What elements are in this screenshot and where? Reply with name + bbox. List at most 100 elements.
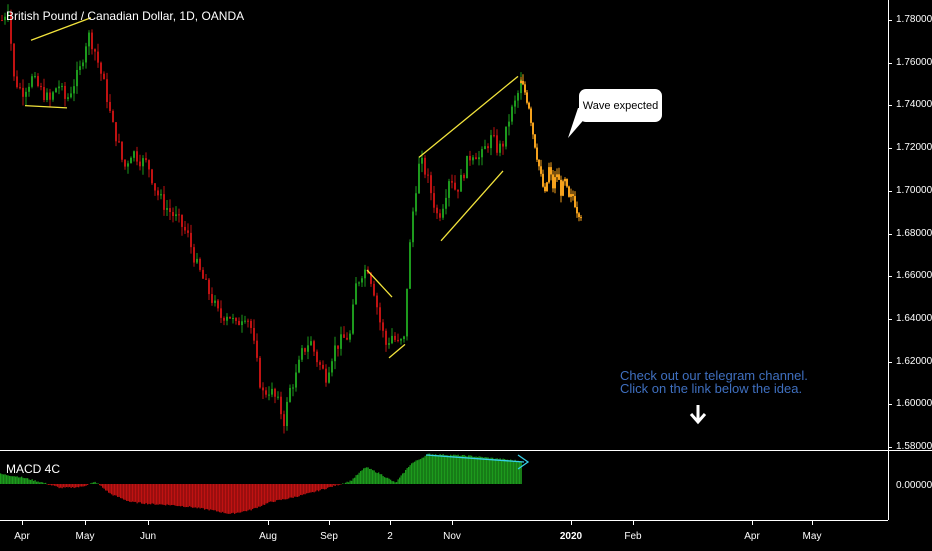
candle-body [28, 87, 30, 92]
macd-bar [29, 480, 30, 484]
macd-bar [83, 484, 84, 486]
projection-candle [554, 171, 556, 193]
candle-body [34, 76, 36, 77]
wave-expected-bubble[interactable]: Wave expected [579, 89, 662, 122]
x-tick-mark [148, 521, 149, 525]
candle-body [16, 76, 18, 87]
candle [487, 143, 489, 152]
y-tick-label: 1.70000 [896, 185, 932, 196]
candle-body [283, 414, 285, 426]
macd-bar [243, 484, 244, 511]
projection-candle [538, 159, 540, 170]
projection-candle [550, 162, 552, 180]
candle-body [157, 190, 159, 195]
macd-bar [179, 484, 180, 506]
candle-body [505, 127, 507, 147]
macd-bar [162, 484, 163, 505]
macd-bar [45, 483, 46, 484]
candle-body [334, 345, 336, 361]
macd-bar [515, 460, 516, 484]
macd-bar [360, 471, 361, 484]
candle-body [349, 334, 351, 340]
candle-body [55, 88, 57, 92]
y-tick-label: 1.58000 [896, 441, 932, 452]
candle-body [160, 194, 162, 195]
y-tick-mark [888, 63, 892, 64]
candle [199, 257, 201, 271]
macd-bar [429, 454, 430, 484]
macd-bar [2, 474, 3, 484]
candle-body [484, 146, 486, 149]
macd-bar [93, 482, 94, 484]
macd-bar [171, 484, 172, 505]
macd-bar [8, 475, 9, 484]
candle-body [496, 135, 498, 152]
candle-body [151, 169, 153, 183]
candle [250, 319, 252, 334]
macd-bar [504, 459, 505, 484]
macd-bar [96, 483, 97, 484]
macd-bar [458, 455, 459, 484]
candle-body [403, 336, 405, 339]
candle [88, 30, 90, 55]
macd-bar [201, 484, 202, 508]
candle [484, 140, 486, 149]
candle [400, 338, 402, 345]
x-tick-mark [268, 521, 269, 525]
macd-bar [395, 482, 396, 484]
macd-bar [65, 484, 66, 488]
macd-bar [462, 455, 463, 484]
macd-bar [384, 477, 385, 484]
pattern-line[interactable] [25, 106, 67, 108]
macd-bar [477, 457, 478, 484]
candle [208, 278, 210, 300]
candle-body [94, 49, 96, 51]
macd-bar [405, 470, 406, 484]
candle [223, 316, 225, 325]
candle [406, 289, 408, 341]
macd-bar [137, 484, 138, 503]
macd-bar [36, 482, 37, 484]
macd-bar [84, 484, 85, 486]
pattern-line[interactable] [441, 171, 503, 241]
macd-bar [521, 461, 522, 484]
macd-bar [138, 484, 139, 502]
pane-separator[interactable] [0, 450, 932, 451]
candle [19, 83, 21, 90]
candle-body [64, 86, 66, 99]
candle [169, 199, 171, 220]
macd-bar [482, 457, 483, 484]
candle [241, 315, 243, 333]
x-tick-label: Nov [443, 531, 461, 542]
macd-bar [242, 484, 243, 512]
macd-bar [296, 484, 297, 497]
candle-body [205, 279, 207, 280]
macd-bar [99, 484, 100, 485]
macd-bar [350, 481, 351, 484]
x-tick-label: 2 [387, 531, 393, 542]
y-tick-label: 1.68000 [896, 228, 932, 239]
candle [226, 313, 228, 325]
candle [136, 147, 138, 165]
macd-bar [269, 484, 270, 502]
candle [40, 83, 42, 90]
macd-bar [375, 472, 376, 484]
macd-bar [414, 462, 415, 484]
candle-body [265, 390, 267, 394]
candle-body [58, 87, 60, 89]
macd-bar [393, 481, 394, 484]
macd-bar [480, 457, 481, 484]
macd-bar [387, 478, 388, 484]
macd-bar [330, 484, 331, 487]
candle [337, 345, 339, 356]
candle-body [352, 305, 354, 334]
candle-body [280, 397, 282, 414]
macd-bar [195, 484, 196, 507]
macd-bar [140, 484, 141, 502]
x-tick-label: May [76, 531, 95, 542]
macd-bar [443, 454, 444, 484]
pattern-line[interactable] [389, 344, 405, 358]
candle-body [67, 97, 69, 99]
candle-body [118, 141, 120, 142]
